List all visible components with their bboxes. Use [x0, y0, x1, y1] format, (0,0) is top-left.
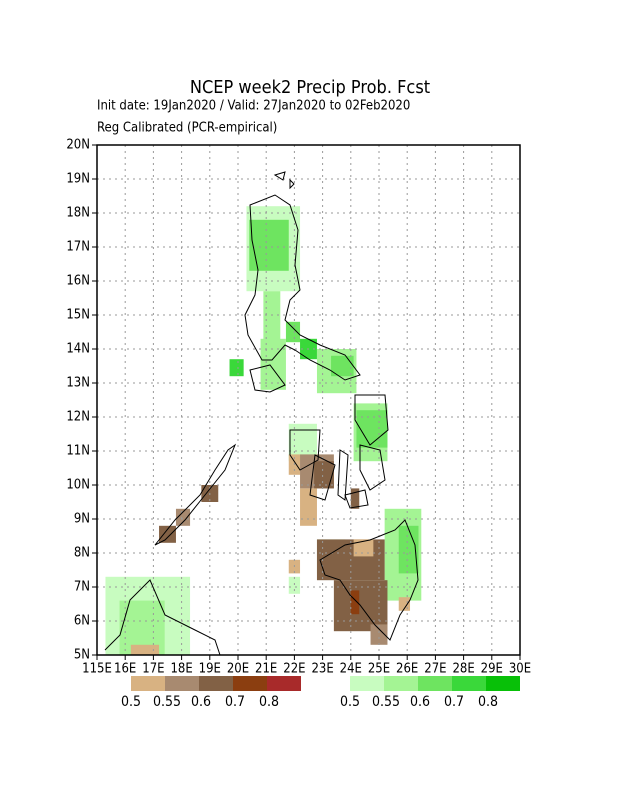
x-tick-label: 24E [340, 662, 362, 677]
wet-cell [398, 525, 419, 574]
x-tick-label: 19E [199, 662, 221, 677]
x-tick-label: 115E [82, 662, 112, 677]
wet-cell [331, 355, 354, 377]
dry-legend-label: 0.8 [259, 694, 279, 710]
dry-legend-label: 0.6 [191, 694, 211, 710]
wet-legend-swatch [452, 676, 486, 691]
x-tick-label: 23E [311, 662, 333, 677]
x-tick-label: 25E [368, 662, 390, 677]
plot-frame [96, 144, 521, 656]
dry-legend-label: 0.5 [121, 694, 141, 710]
wet-cell [285, 321, 301, 343]
coast [289, 429, 321, 471]
x-tick-label: 20E [227, 662, 249, 677]
x-tick-label: 28E [452, 662, 474, 677]
dry-cell [159, 525, 176, 543]
dry-cell [175, 508, 191, 526]
y-tick-label: 9N [74, 512, 90, 527]
y-tick-label: 5N [74, 648, 90, 663]
dry-legend-swatch [267, 676, 301, 691]
dry-legend-swatch [233, 676, 267, 691]
x-tick-label: 29E [481, 662, 503, 677]
dry-legend-swatch [165, 676, 199, 691]
coastline [104, 171, 419, 656]
y-tick-label: 6N [74, 614, 90, 629]
coast [244, 194, 361, 381]
dry-legend-swatch [199, 676, 233, 691]
y-tick-label: 13N [66, 376, 90, 391]
dry-cell [300, 488, 317, 526]
dry-legend-swatch [131, 676, 165, 691]
x-tick-label: 21E [255, 662, 277, 677]
y-tick-label: 20N [66, 138, 90, 153]
x-tick-label: 22E [283, 662, 305, 677]
wet-cell [356, 410, 388, 448]
wet-cell [263, 291, 281, 349]
grid [97, 145, 520, 655]
x-tick-label: 16E [114, 662, 136, 677]
dry-legend-label: 0.7 [225, 694, 245, 710]
wet-cell [229, 359, 244, 377]
wet-legend-label: 0.8 [478, 694, 498, 710]
subtitle: Reg Calibrated (PCR-empirical) [97, 121, 277, 136]
wet-legend-swatch [384, 676, 418, 691]
y-tick-label: 15N [66, 308, 90, 323]
y-tick-label: 7N [74, 580, 90, 595]
coast [309, 454, 336, 501]
dry-cell [130, 644, 160, 655]
y-tick-label: 11N [66, 444, 90, 459]
y-tick-label: 16N [66, 274, 90, 289]
wet-legend-label: 0.5 [340, 694, 360, 710]
x-tick-label: 26E [396, 662, 418, 677]
wet-legend-swatch [350, 676, 384, 691]
coast [319, 519, 419, 641]
dry-cell [398, 597, 411, 611]
coast [249, 364, 286, 393]
wet-cell [249, 219, 289, 271]
wet-legend-label: 0.55 [372, 694, 400, 710]
dry-legend-label: 0.55 [153, 694, 181, 710]
wet-legend-swatch [418, 676, 452, 691]
wet-legend-label: 0.6 [410, 694, 430, 710]
coast [359, 444, 386, 491]
coast [337, 449, 349, 501]
wet-legend-label: 0.7 [444, 694, 464, 710]
coast [273, 171, 295, 190]
x-tick-label: 27E [424, 662, 446, 677]
x-tick-label: 30E [509, 662, 531, 677]
y-tick-label: 8N [74, 546, 90, 561]
dry-cell [350, 590, 360, 615]
wet-legend-swatch [486, 676, 520, 691]
coast [354, 394, 389, 446]
wet-cell [260, 338, 286, 390]
y-tick-label: 10N [66, 478, 90, 493]
dry-cell [370, 624, 388, 645]
x-tick-label: 17E [142, 662, 164, 677]
coast [344, 489, 369, 509]
y-tick-label: 14N [66, 342, 90, 357]
dry-cell [353, 539, 374, 557]
dry-cell [314, 461, 334, 489]
coast [154, 443, 237, 546]
y-tick-label: 19N [66, 172, 90, 187]
chart-title: NCEP week2 Precip Prob. Fcst [190, 77, 430, 98]
dry-cell [350, 488, 360, 509]
y-tick-label: 17N [66, 240, 90, 255]
subtitle: Init date: 19Jan2020 / Valid: 27Jan2020 … [97, 99, 410, 114]
y-tick-label: 12N [66, 410, 90, 425]
y-tick-label: 18N [66, 206, 90, 221]
wet-cell [288, 576, 301, 594]
coast [104, 579, 221, 656]
x-tick-label: 18E [170, 662, 192, 677]
